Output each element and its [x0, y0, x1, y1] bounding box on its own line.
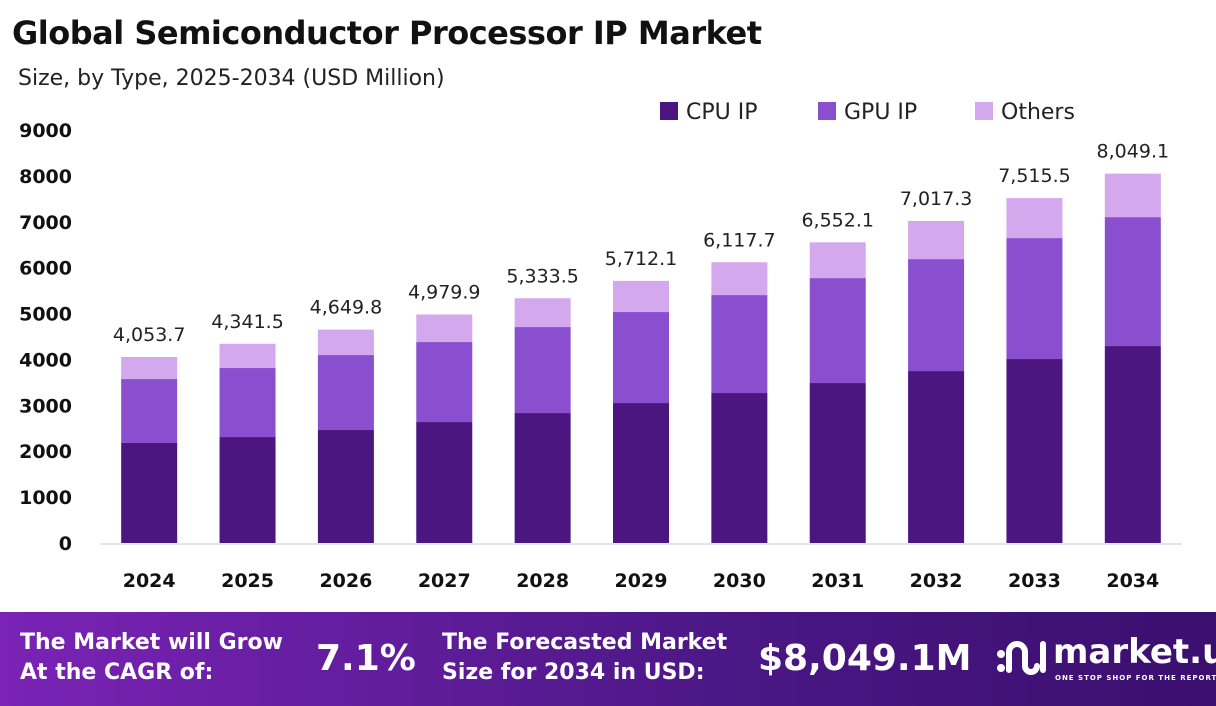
legend-swatch [660, 102, 678, 120]
total-data-label: 5,333.5 [506, 265, 579, 287]
bar-gpu-ip [1006, 238, 1063, 360]
legend-label: CPU IP [686, 100, 757, 125]
x-tick-label: 2027 [418, 570, 471, 592]
bar-gpu-ip [1104, 217, 1161, 347]
chart-subtitle: Size, by Type, 2025-2034 (USD Million) [18, 66, 445, 91]
legend-label: Others [1001, 100, 1075, 125]
bar-gpu-ip [908, 259, 965, 372]
legend-label: GPU IP [844, 100, 917, 125]
bar-cpu-ip [711, 393, 768, 543]
y-tick-label: 9000 [19, 120, 72, 142]
total-data-label: 4,649.8 [310, 297, 383, 319]
y-tick-label: 6000 [19, 258, 72, 280]
bar-cpu-ip [219, 437, 276, 543]
x-tick-label: 2031 [811, 570, 864, 592]
total-data-label: 4,979.9 [408, 281, 481, 303]
bar-others [908, 220, 965, 260]
cagr-label: The Market will Grow At the CAGR of: [20, 630, 283, 685]
bar-others [416, 314, 473, 343]
bar-gpu-ip [219, 368, 276, 438]
cagr-value: 7.1% [316, 638, 416, 679]
bar-cpu-ip [1104, 346, 1161, 543]
brand-name: market.us [1053, 632, 1216, 672]
y-tick-label: 0 [59, 533, 72, 555]
chart-title: Global Semiconductor Processor IP Market [12, 14, 762, 52]
x-tick-label: 2032 [910, 570, 963, 592]
bar-gpu-ip [317, 355, 374, 431]
total-data-label: 4,341.5 [211, 311, 284, 333]
y-tick-label: 4000 [19, 349, 72, 371]
bar-gpu-ip [121, 379, 178, 444]
total-data-label: 6,552.1 [801, 209, 874, 231]
bar-cpu-ip [416, 422, 473, 543]
total-data-label: 5,712.1 [605, 248, 678, 270]
bar-others [809, 242, 866, 279]
bar-gpu-ip [809, 278, 866, 384]
bar-others [1104, 173, 1161, 218]
bar-cpu-ip [1006, 359, 1063, 543]
bar-gpu-ip [416, 342, 473, 423]
bar-cpu-ip [514, 413, 571, 543]
x-tick-label: 2029 [615, 570, 668, 592]
bar-others [711, 262, 768, 296]
bar-gpu-ip [711, 295, 768, 394]
brand-tagline: ONE STOP SHOP FOR THE REPORTS [1055, 674, 1216, 682]
x-tick-label: 2033 [1008, 570, 1061, 592]
bar-others [121, 356, 178, 380]
x-tick-label: 2024 [123, 570, 176, 592]
legend-swatch [975, 102, 993, 120]
x-tick-label: 2030 [713, 570, 766, 592]
bar-others [1006, 198, 1063, 239]
bar-others [514, 298, 571, 328]
total-data-label: 8,049.1 [1097, 141, 1170, 163]
forecast-value: $8,049.1M [758, 638, 972, 679]
total-data-label: 7,017.3 [900, 188, 973, 210]
bar-gpu-ip [613, 312, 669, 404]
stacked-bar-chart: 0 1000 2000 3000 4000 5000 6000 7000 8000 9000 202… [19, 100, 1182, 592]
logo-icon [997, 641, 1046, 675]
bar-cpu-ip [809, 383, 866, 543]
bar-others [317, 329, 374, 356]
bar-others [613, 280, 669, 313]
bar-gpu-ip [514, 327, 571, 414]
bar-cpu-ip [317, 430, 374, 543]
bar-others [219, 343, 276, 369]
bar-cpu-ip [121, 443, 178, 543]
y-tick-label: 8000 [19, 166, 72, 188]
y-tick-label: 1000 [19, 487, 72, 509]
forecast-label: The Forecasted Market Size for 2034 in U… [442, 630, 728, 685]
legend-swatch [818, 102, 836, 120]
y-tick-label: 3000 [19, 395, 72, 417]
y-tick-label: 5000 [19, 304, 72, 326]
bar-cpu-ip [908, 371, 965, 543]
x-tick-label: 2034 [1106, 570, 1159, 592]
y-tick-label: 2000 [19, 441, 72, 463]
y-tick-label: 7000 [19, 212, 72, 234]
total-data-label: 7,515.5 [998, 165, 1071, 187]
x-tick-label: 2028 [516, 570, 569, 592]
x-tick-label: 2025 [221, 570, 274, 592]
bar-cpu-ip [613, 403, 669, 543]
total-data-label: 6,117.7 [703, 229, 776, 251]
footer-banner: The Market will Grow At the CAGR of: 7.1… [0, 612, 1216, 706]
x-tick-label: 2026 [319, 570, 372, 592]
total-data-label: 4,053.7 [113, 324, 186, 346]
